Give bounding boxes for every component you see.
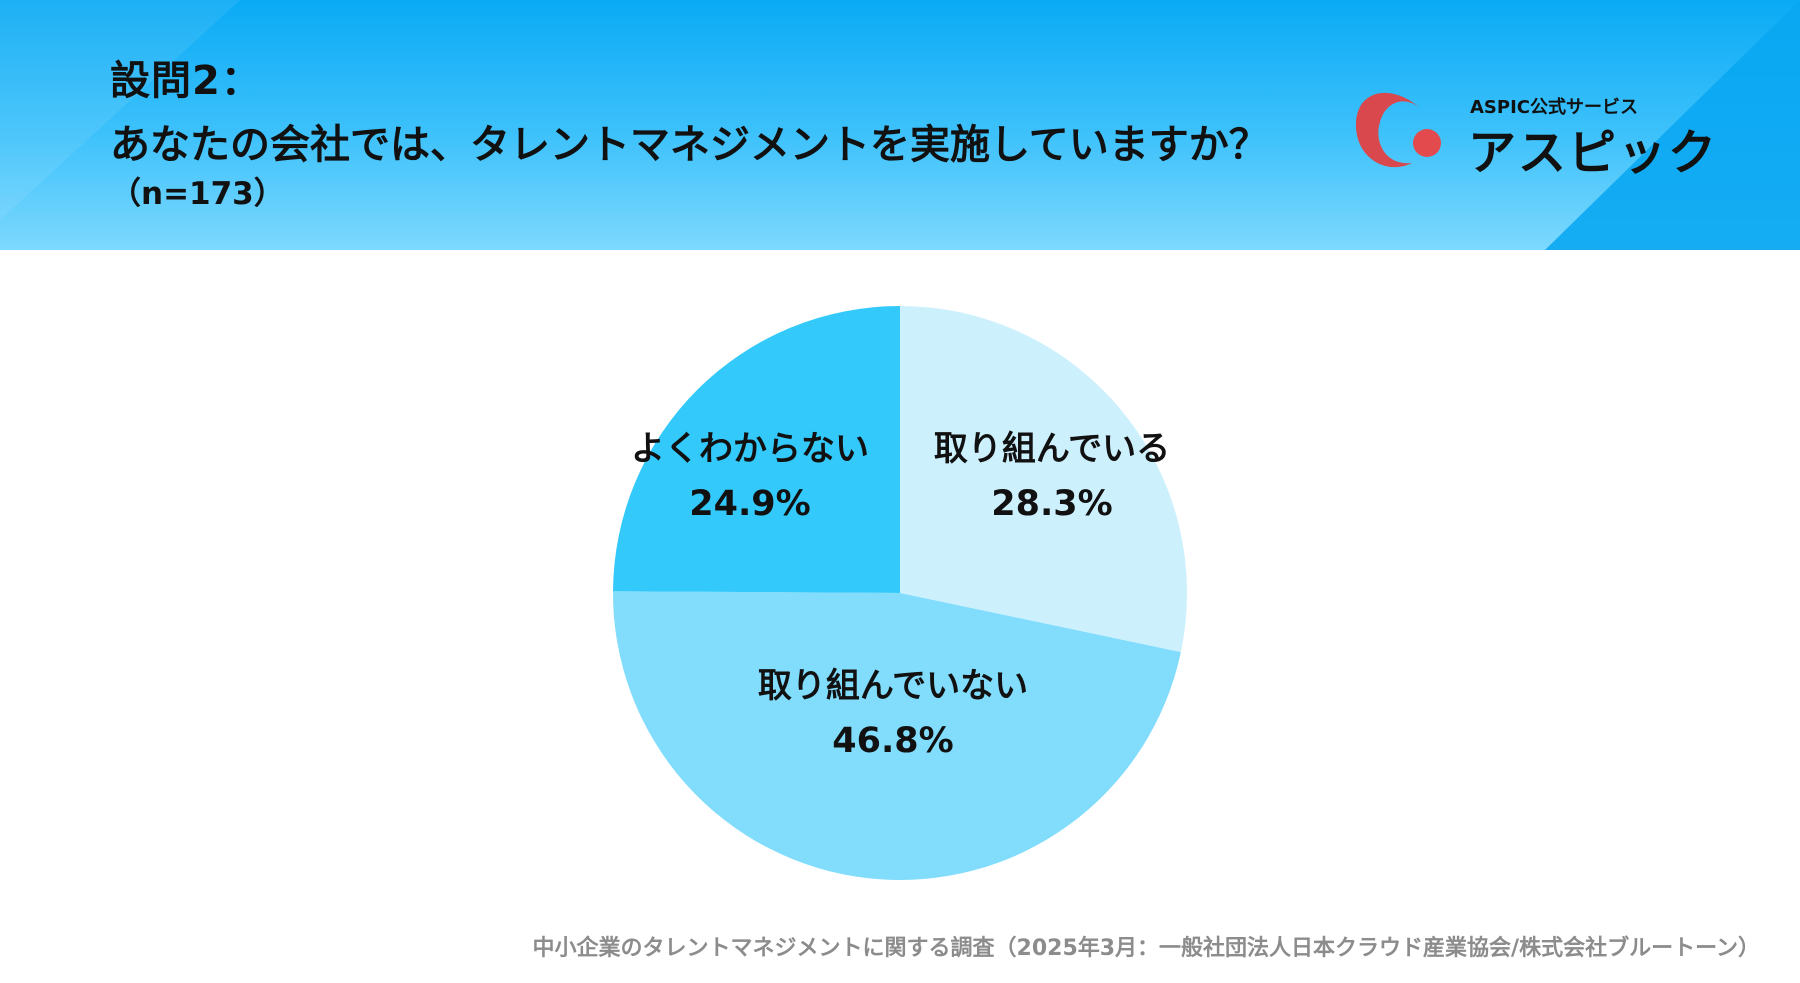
aspic-logo-icon	[1355, 92, 1441, 168]
slice-label: よくわからない	[631, 429, 869, 469]
slice-value-label: 24.9%	[689, 484, 810, 524]
question-number: 設問2：	[110, 58, 262, 104]
slice-value-label: 46.8%	[832, 721, 953, 761]
header-banner: 設問2： あなたの会社では、タレントマネジメントを実施していますか？ （n=17…	[0, 0, 1800, 250]
sample-size: （n=173）	[110, 176, 285, 212]
slice-value-label: 28.3%	[991, 484, 1112, 524]
pie-slice	[613, 591, 1181, 880]
logo-tagline: ASPIC公式サービス	[1470, 97, 1638, 118]
question-text: あなたの会社では、タレントマネジメントを実施していますか？	[110, 122, 1269, 168]
header-decoration	[0, 0, 1800, 250]
pie-slice	[900, 306, 1187, 653]
slice-label: 取り組んでいない	[758, 666, 1028, 706]
pie-slice	[613, 306, 900, 593]
source-note: 中小企業のタレントマネジメントに関する調査（2025年3月：一般社団法人日本クラ…	[532, 936, 1760, 961]
logo-name: アスピック	[1468, 125, 1719, 181]
slice-label: 取り組んでいる	[934, 429, 1170, 469]
